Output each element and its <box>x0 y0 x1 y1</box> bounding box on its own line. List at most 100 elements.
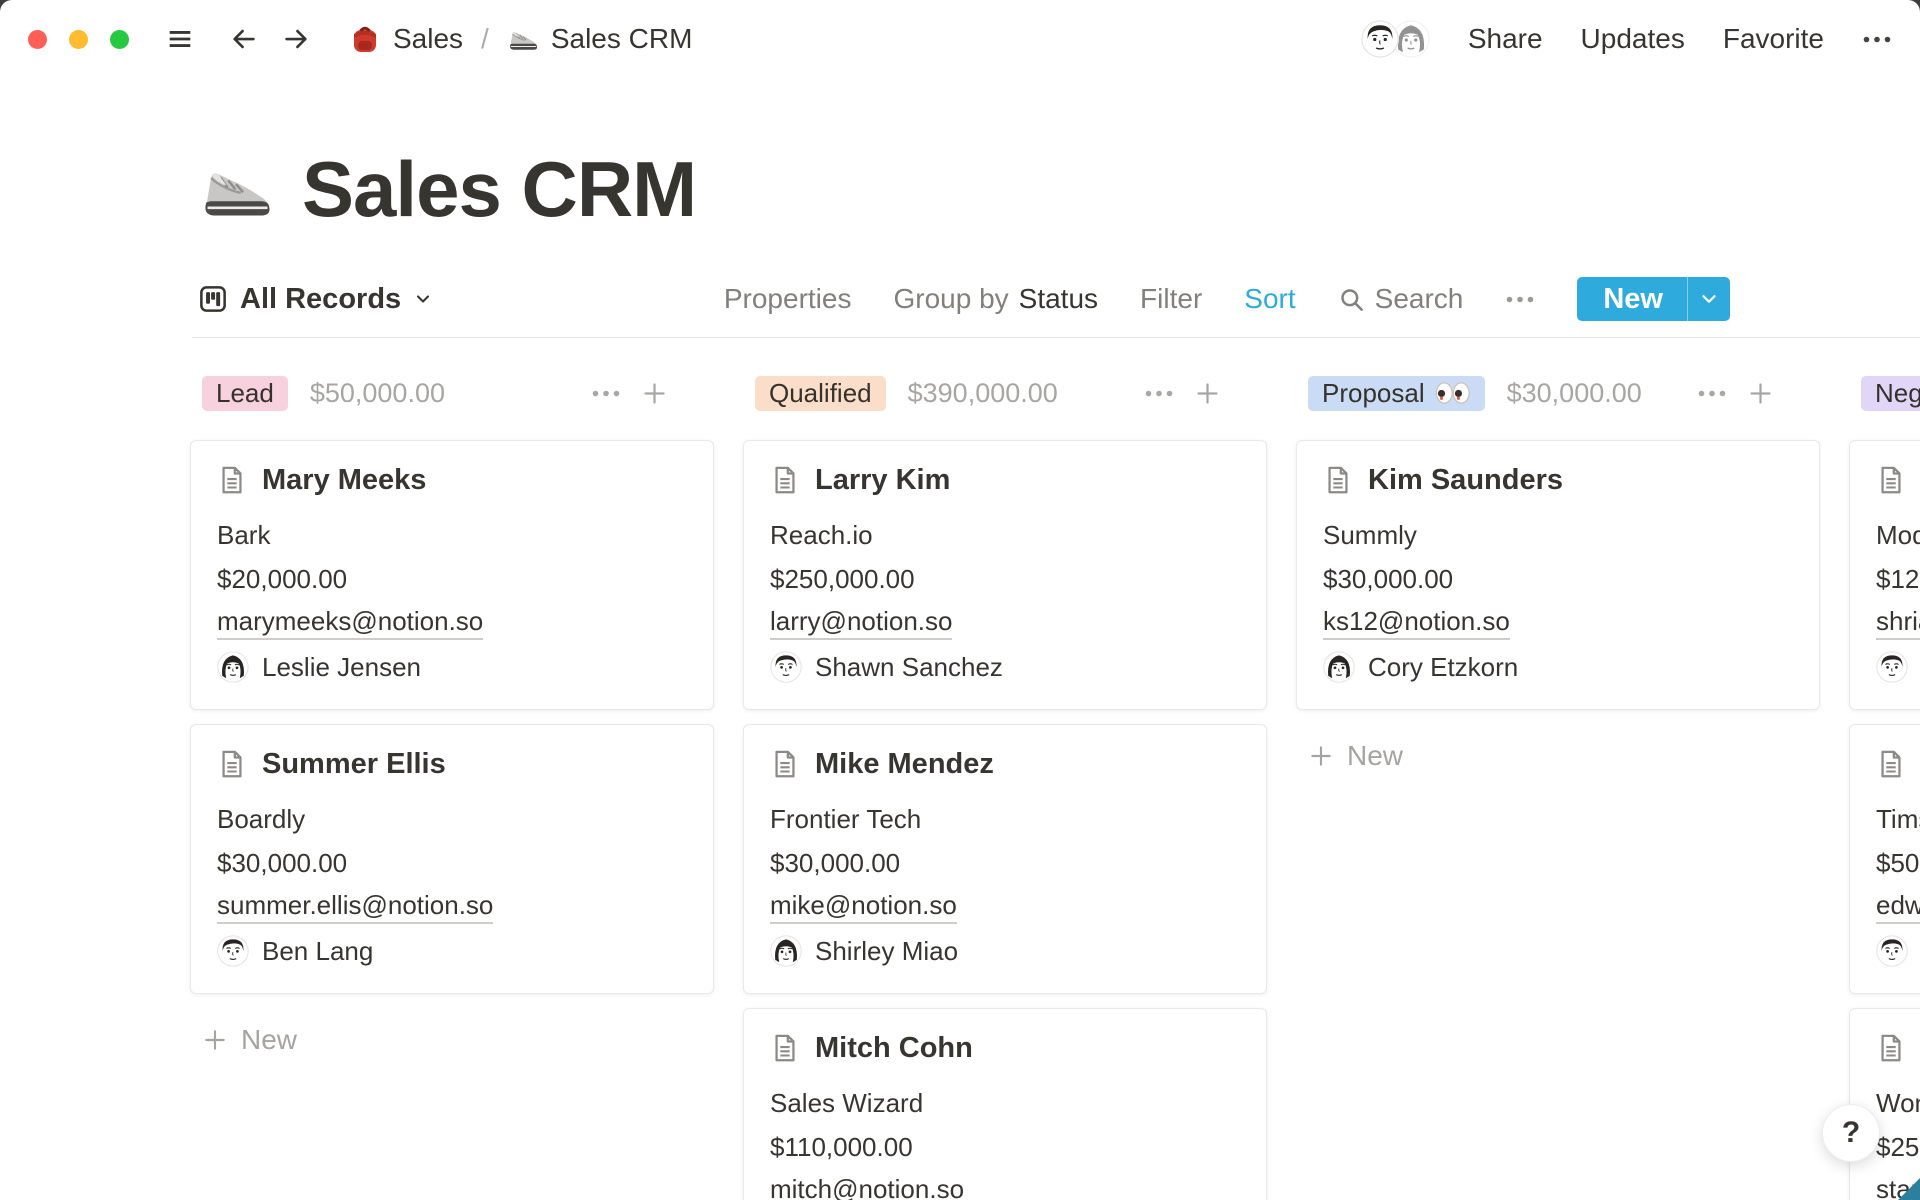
card-owner: Shirley Miao <box>770 929 1240 973</box>
card-name: Mary Meeks <box>262 464 427 496</box>
column-add-icon[interactable] <box>1747 380 1774 407</box>
column-add-icon[interactable] <box>641 380 668 407</box>
column-sum: $30,000.00 <box>1506 377 1642 408</box>
card-owner: Cory Etzkorn <box>1323 645 1793 689</box>
card-email-link[interactable]: mike@notion.so <box>770 890 957 924</box>
view-selector[interactable]: All Records <box>198 283 433 316</box>
plus-icon <box>1308 743 1334 769</box>
card-mary-meeks[interactable]: Mary Meeks Bark $20,000.00 marymeeks@not… <box>190 440 714 710</box>
status-tag[interactable]: Negotiation <box>1861 375 1920 411</box>
card-amount: $50, <box>1876 847 1920 878</box>
page-icon <box>1876 749 1906 779</box>
view-selector-label: All Records <box>240 282 402 315</box>
breadcrumb-item-sales-crm[interactable]: Sales CRM <box>507 23 693 55</box>
card-summer-ellis[interactable]: Summer Ellis Boardly $30,000.00 summer.e… <box>190 724 714 994</box>
card[interactable]: S Mode $125 shria E <box>1849 440 1920 710</box>
status-tag[interactable]: Qualified <box>755 375 886 411</box>
card-amount: $110,000.00 <box>770 1131 913 1162</box>
card-email-link[interactable]: ks12@notion.so <box>1323 606 1510 640</box>
search-button[interactable]: Search <box>1338 283 1463 315</box>
card-company: Tims <box>1876 803 1920 834</box>
card-email-link[interactable]: larry@notion.so <box>770 606 953 640</box>
card-email-link[interactable]: marymeeks@notion.so <box>217 606 484 640</box>
page-icon <box>770 465 800 495</box>
filter-button[interactable]: Filter <box>1140 283 1203 314</box>
status-tag[interactable]: Lead <box>202 375 288 411</box>
sidebar-menu-icon[interactable] <box>165 24 195 54</box>
plus-icon <box>202 1027 228 1053</box>
more-icon[interactable] <box>1862 35 1892 44</box>
group-by-value: Status <box>1018 283 1099 314</box>
favorite-button[interactable]: Favorite <box>1722 23 1824 54</box>
forward-icon[interactable] <box>281 24 311 54</box>
add-card-button[interactable]: New <box>190 1024 714 1056</box>
card-company: Bark <box>217 519 271 550</box>
status-tag-label: Proposal <box>1322 377 1425 408</box>
avatar <box>1323 651 1355 683</box>
back-icon[interactable] <box>229 24 259 54</box>
breadcrumb-item-sales[interactable]: Sales <box>349 23 463 55</box>
add-card-label: New <box>241 1024 298 1055</box>
column-add-icon[interactable] <box>1194 380 1221 407</box>
column-header: Lead $50,000.00 <box>190 374 714 412</box>
share-button[interactable]: Share <box>1467 23 1543 54</box>
column-sum: $390,000.00 <box>907 377 1058 408</box>
column-header: Negotiation <box>1849 374 1920 412</box>
close-window-button[interactable] <box>28 29 47 49</box>
card-email-link[interactable]: summer.ellis@notion.so <box>217 890 494 924</box>
zoom-window-button[interactable] <box>110 29 129 49</box>
page-icon <box>1876 465 1906 495</box>
kanban-board: Lead $50,000.00 Mary Meeks Bark $20,000.… <box>190 374 1920 1200</box>
board-column-negotiation: Negotiation S Mode $125 shria E E Tims $… <box>1849 374 1920 1200</box>
properties-button[interactable]: Properties <box>723 283 852 314</box>
avatar <box>1876 935 1908 967</box>
card-name: Summer Ellis <box>262 748 446 780</box>
minimize-window-button[interactable] <box>69 29 88 49</box>
card-email-link[interactable]: edwi <box>1876 890 1920 924</box>
column-sum: $50,000.00 <box>309 377 445 408</box>
add-card-label: New <box>1347 740 1404 771</box>
column-more-icon[interactable] <box>591 389 621 398</box>
column-more-icon[interactable] <box>1697 389 1727 398</box>
card-amount: $125 <box>1876 563 1920 594</box>
card-name: Mitch Cohn <box>815 1032 973 1064</box>
sort-button[interactable]: Sort <box>1244 283 1296 314</box>
new-record-button[interactable]: New <box>1577 277 1730 321</box>
group-by-button[interactable]: Group by Status <box>893 283 1098 315</box>
card-amount: $30,000.00 <box>217 847 348 878</box>
card-kim-saunders[interactable]: Kim Saunders Summly $30,000.00 ks12@noti… <box>1296 440 1820 710</box>
page-icon <box>1876 1033 1906 1063</box>
card-mike-mendez[interactable]: Mike Mendez Frontier Tech $30,000.00 mik… <box>743 724 1267 994</box>
card[interactable]: S Won $25, stan <box>1849 1008 1920 1200</box>
card-company: Won <box>1876 1087 1920 1118</box>
avatar <box>217 935 249 967</box>
add-card-button[interactable]: New <box>1296 740 1820 772</box>
view-more-icon[interactable] <box>1505 295 1535 304</box>
chevron-down-icon <box>1698 288 1720 310</box>
corner-accent <box>1898 1178 1920 1200</box>
card-company: Frontier Tech <box>770 803 922 834</box>
status-tag-label: Negotiation <box>1875 377 1920 408</box>
board-view-icon <box>198 284 228 314</box>
column-more-icon[interactable] <box>1144 389 1174 398</box>
new-record-label: New <box>1603 282 1663 315</box>
card-amount: $30,000.00 <box>1323 563 1454 594</box>
page-title[interactable]: Sales CRM <box>302 145 697 233</box>
collaborator-avatars[interactable] <box>1360 20 1430 58</box>
breadcrumb-label: Sales CRM <box>550 23 693 54</box>
card-larry-kim[interactable]: Larry Kim Reach.io $250,000.00 larry@not… <box>743 440 1267 710</box>
page-header: Sales CRM <box>198 144 697 235</box>
new-dropdown-button[interactable] <box>1688 277 1730 321</box>
breadcrumb-separator: / <box>481 23 489 54</box>
card-mitch-cohn[interactable]: Mitch Cohn Sales Wizard $110,000.00 mitc… <box>743 1008 1267 1200</box>
status-tag[interactable]: Proposal <box>1308 375 1485 411</box>
updates-button[interactable]: Updates <box>1580 23 1685 54</box>
avatar <box>1360 20 1399 58</box>
card[interactable]: E Tims $50, edwi H <box>1849 724 1920 994</box>
sneaker-icon[interactable] <box>198 152 274 228</box>
card-name: Kim Saunders <box>1368 464 1563 496</box>
help-button[interactable]: ? <box>1822 1104 1880 1162</box>
top-bar: Sales / Sales CRM Share Updates Favorite <box>0 0 1920 78</box>
card-email-link[interactable]: mitch@notion.so <box>770 1174 964 1200</box>
card-email-link[interactable]: shria <box>1876 606 1920 640</box>
